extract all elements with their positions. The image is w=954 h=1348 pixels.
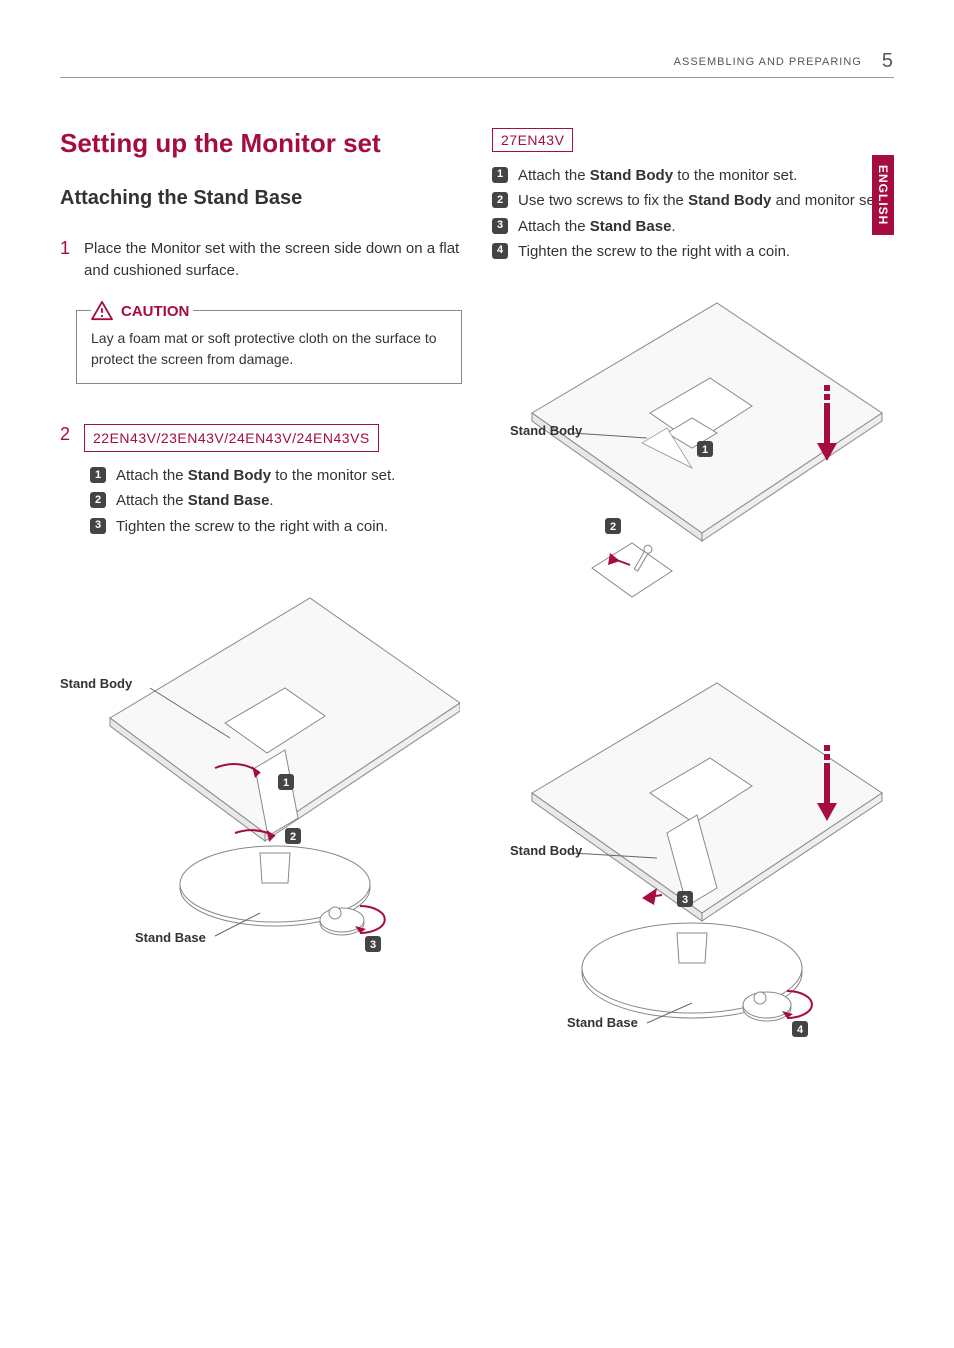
substep-badge: 2 xyxy=(90,492,106,508)
model-badge: 22EN43V/23EN43V/24EN43V/24EN43VS xyxy=(84,424,379,452)
caution-label: CAUTION xyxy=(91,301,193,323)
left-column: Setting up the Monitor set Attaching the… xyxy=(60,128,462,1063)
model-badge: 27EN43V xyxy=(492,128,573,152)
substep: 3 Tighten the screw to the right with a … xyxy=(90,515,462,538)
substep-list-left: 1 Attach the Stand Body to the monitor s… xyxy=(90,464,462,538)
label-stand-base: Stand Base xyxy=(567,1015,638,1030)
substep-text: Tighten the screw to the right with a co… xyxy=(116,515,388,538)
step-number: 1 xyxy=(60,238,70,282)
diagram-svg-right-bottom: 3 4 xyxy=(492,663,892,1063)
label-stand-body: Stand Body xyxy=(60,676,132,691)
label-stand-base: Stand Base xyxy=(135,930,206,945)
substep-list-right: 1 Attach the Stand Body to the monitor s… xyxy=(492,164,894,263)
caution-box: CAUTION Lay a foam mat or soft protectiv… xyxy=(76,310,462,384)
substep-text: Attach the Stand Base. xyxy=(116,489,274,512)
substep-badge: 2 xyxy=(492,192,508,208)
diagram-svg-left: 1 2 3 xyxy=(60,558,460,988)
substep-badge: 1 xyxy=(90,467,106,483)
substep-text: Attach the Stand Body to the monitor set… xyxy=(116,464,395,487)
diagram-left: 1 2 3 xyxy=(60,558,462,988)
step-content: 22EN43V/23EN43V/24EN43V/24EN43VS xyxy=(84,424,379,452)
content-area: Setting up the Monitor set Attaching the… xyxy=(60,128,894,1063)
substep: 2 Use two screws to fix the Stand Body a… xyxy=(492,189,894,212)
substep-badge: 3 xyxy=(90,518,106,534)
substep-text: Use two screws to fix the Stand Body and… xyxy=(518,189,883,212)
warning-icon xyxy=(91,301,113,321)
diagram-right-top: 1 2 Stand Body xyxy=(492,283,894,643)
substep-text: Tighten the screw to the right with a co… xyxy=(518,240,790,263)
svg-text:3: 3 xyxy=(682,894,688,906)
caution-text: Lay a foam mat or soft protective cloth … xyxy=(91,328,447,369)
page-title: Setting up the Monitor set xyxy=(60,128,462,159)
substep: 4 Tighten the screw to the right with a … xyxy=(492,240,894,263)
label-stand-body: Stand Body xyxy=(510,843,582,858)
page-number: 5 xyxy=(882,50,894,73)
svg-text:1: 1 xyxy=(283,777,289,789)
svg-text:3: 3 xyxy=(370,939,376,951)
substep-badge: 3 xyxy=(492,218,508,234)
label-stand-body: Stand Body xyxy=(510,423,582,438)
svg-text:2: 2 xyxy=(290,831,296,843)
right-column: 27EN43V 1 Attach the Stand Body to the m… xyxy=(492,128,894,1063)
svg-text:4: 4 xyxy=(797,1024,804,1036)
language-tab: ENGLISH xyxy=(872,155,894,235)
caution-label-text: CAUTION xyxy=(121,301,189,323)
step-text: Place the Monitor set with the screen si… xyxy=(84,238,462,282)
substep: 2 Attach the Stand Base. xyxy=(90,489,462,512)
substep-text: Attach the Stand Body to the monitor set… xyxy=(518,164,797,187)
substep-text: Attach the Stand Base. xyxy=(518,215,676,238)
substep-badge: 4 xyxy=(492,243,508,259)
diagram-right-bottom: 3 4 Stand Body Stand Base xyxy=(492,663,894,1063)
svg-text:1: 1 xyxy=(702,444,708,456)
step-1: 1 Place the Monitor set with the screen … xyxy=(60,238,462,282)
subtitle: Attaching the Stand Base xyxy=(60,187,462,210)
diagram-svg-right-top: 1 2 xyxy=(492,283,892,643)
step-number: 2 xyxy=(60,424,70,452)
substep: 1 Attach the Stand Body to the monitor s… xyxy=(492,164,894,187)
page-header: ASSEMBLING AND PREPARING 5 xyxy=(60,50,894,78)
section-title: ASSEMBLING AND PREPARING xyxy=(674,56,862,68)
substep: 3 Attach the Stand Base. xyxy=(492,215,894,238)
svg-text:2: 2 xyxy=(610,521,616,533)
substep: 1 Attach the Stand Body to the monitor s… xyxy=(90,464,462,487)
substep-badge: 1 xyxy=(492,167,508,183)
step-2: 2 22EN43V/23EN43V/24EN43V/24EN43VS xyxy=(60,424,462,452)
